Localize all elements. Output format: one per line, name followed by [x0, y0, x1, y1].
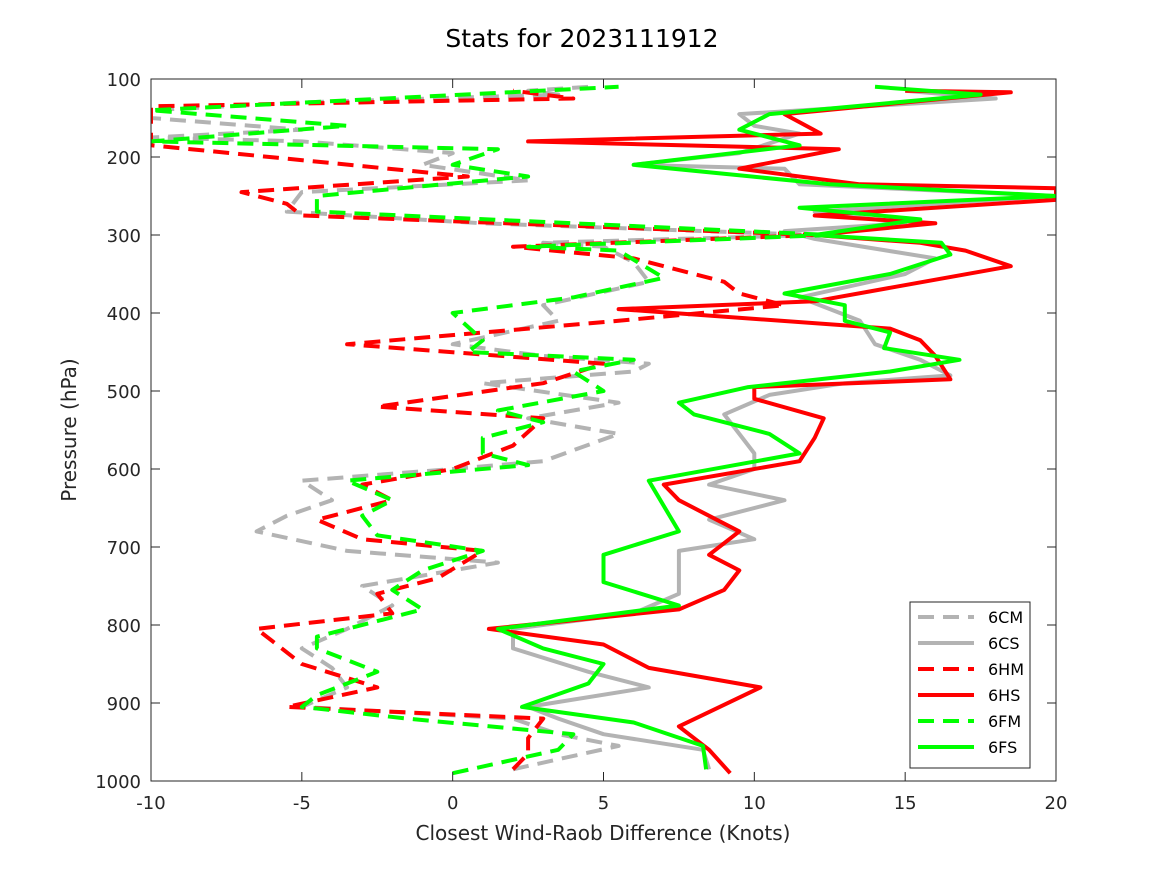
legend-label-6fs: 6FS: [988, 738, 1017, 757]
y-tick-label: 200: [107, 148, 141, 169]
x-tick-label: 10: [743, 793, 766, 814]
y-axis-label: Pressure (hPa): [57, 358, 81, 501]
series-line-6fs: [495, 84, 1056, 770]
x-tick-label: -10: [136, 793, 165, 814]
legend-label-6hm: 6HM: [988, 660, 1024, 679]
y-tick-label: 1000: [95, 772, 141, 793]
legend-label-6cm: 6CM: [988, 608, 1023, 627]
y-tick-label: 700: [107, 538, 141, 559]
legend-label-6hs: 6HS: [988, 686, 1020, 705]
y-tick-label: 900: [107, 694, 141, 715]
y-tick-label: 300: [107, 226, 141, 247]
y-tick-label: 100: [107, 70, 141, 91]
x-axis-label: Closest Wind-Raob Difference (Knots): [416, 821, 791, 845]
x-tick-label: -5: [293, 793, 311, 814]
legend-box: [909, 601, 1031, 769]
x-tick-label: 5: [598, 793, 609, 814]
series-line-6cs: [511, 88, 1056, 770]
x-tick-label: 0: [447, 793, 458, 814]
series-line-6hm: [151, 88, 817, 771]
y-tick-label: 800: [107, 616, 141, 637]
series-line-6fm: [151, 84, 832, 776]
y-tick-label: 400: [107, 304, 141, 325]
x-tick-label: 15: [894, 793, 917, 814]
chart-title: Stats for 2023111912: [445, 24, 718, 53]
series-layer: [151, 84, 1056, 776]
legend: 6CM 6CS 6HM 6HS 6FM 6FS: [909, 601, 1031, 769]
legend-label-6cs: 6CS: [988, 634, 1020, 653]
x-tick-label: 20: [1045, 793, 1068, 814]
y-tick-label: 500: [107, 382, 141, 403]
series-line-6cm: [151, 84, 817, 772]
legend-label-6fm: 6FM: [988, 712, 1021, 731]
series-line-6hs: [486, 88, 1056, 775]
y-tick-label: 600: [107, 460, 141, 481]
ticks-layer: -10 -5 0 5 10 15 20 100 200 300 400 500 600 700 800 900…: [95, 70, 1067, 814]
